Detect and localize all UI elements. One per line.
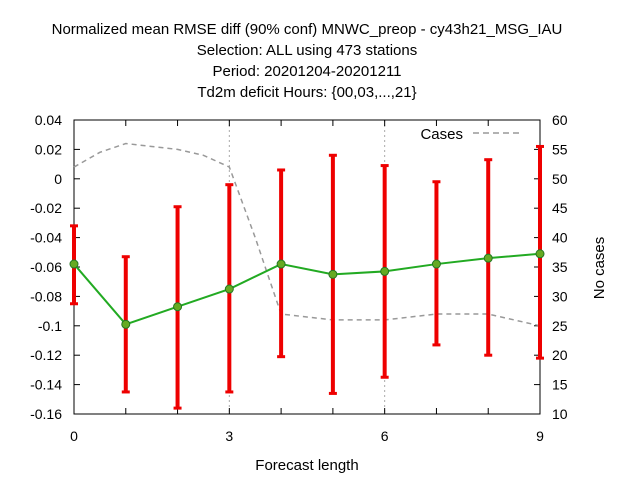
y2-tick-label: 25	[552, 318, 568, 334]
x-tick-label: 0	[70, 428, 78, 444]
data-point	[224, 284, 234, 294]
x-tick-label: 6	[381, 428, 389, 444]
cases-series	[73, 142, 541, 327]
x-tick-label: 9	[536, 428, 544, 444]
data-point	[276, 259, 286, 269]
y-tick-label: -0.1	[38, 318, 62, 334]
y-axis-right: 60 55 50 45 40 35 30 25 20 15 10	[534, 112, 568, 422]
y-tick-label: 0	[54, 171, 62, 187]
chart-title: Normalized mean RMSE diff (90% conf) MNW…	[52, 21, 563, 101]
data-point	[173, 302, 183, 312]
legend: Cases	[420, 126, 521, 143]
title-line-4: Td2m deficit Hours: {00,03,...,21}	[197, 84, 416, 101]
title-line-3: Period: 20201204-20201211	[212, 63, 401, 80]
mean-series	[69, 249, 545, 329]
y-tick-label: 0.04	[35, 112, 62, 128]
y2-tick-label: 20	[552, 347, 568, 363]
y-tick-label: -0.16	[30, 406, 62, 422]
x-axis-label: Forecast length	[255, 457, 358, 474]
y-tick-label: -0.08	[30, 288, 62, 304]
plot-frame	[73, 119, 541, 415]
y2-tick-label: 30	[552, 288, 568, 304]
title-line-1: Normalized mean RMSE diff (90% conf) MNW…	[52, 21, 563, 38]
y2-tick-label: 15	[552, 377, 568, 393]
data-point	[380, 266, 390, 276]
x-tick-label: 3	[225, 428, 233, 444]
data-point	[121, 319, 131, 329]
data-point	[483, 253, 493, 263]
y-tick-label: -0.12	[30, 347, 62, 363]
title-line-2: Selection: ALL using 473 stations	[197, 42, 417, 59]
error-bars	[70, 144, 544, 410]
y2-tick-label: 10	[552, 406, 568, 422]
cases-line	[73, 142, 541, 327]
grid	[228, 120, 386, 414]
y2-tick-label: 60	[552, 112, 568, 128]
y2-tick-label: 50	[552, 171, 568, 187]
data-point	[69, 259, 79, 269]
legend-label-cases: Cases	[420, 126, 463, 143]
mean-line	[73, 252, 541, 326]
y-tick-label: -0.02	[30, 200, 62, 216]
data-point	[431, 259, 441, 269]
y2-tick-label: 55	[552, 141, 568, 157]
y2-tick-label: 45	[552, 200, 568, 216]
data-point	[328, 269, 338, 279]
y2-tick-label: 35	[552, 259, 568, 275]
y-tick-label: -0.06	[30, 259, 62, 275]
x-axis: 0 3 6 9	[70, 120, 544, 444]
y-tick-label: -0.04	[30, 230, 62, 246]
y-tick-label: -0.14	[30, 377, 62, 393]
y-tick-label: 0.02	[35, 141, 62, 157]
y-axis-left: 0.04 0.02 0 -0.02 -0.04 -0.06 -0.08 -0.1 -0.12 -0…	[30, 112, 80, 422]
y2-tick-label: 40	[552, 230, 568, 246]
y2-axis-label: No cases	[591, 237, 608, 300]
data-point	[535, 249, 545, 259]
